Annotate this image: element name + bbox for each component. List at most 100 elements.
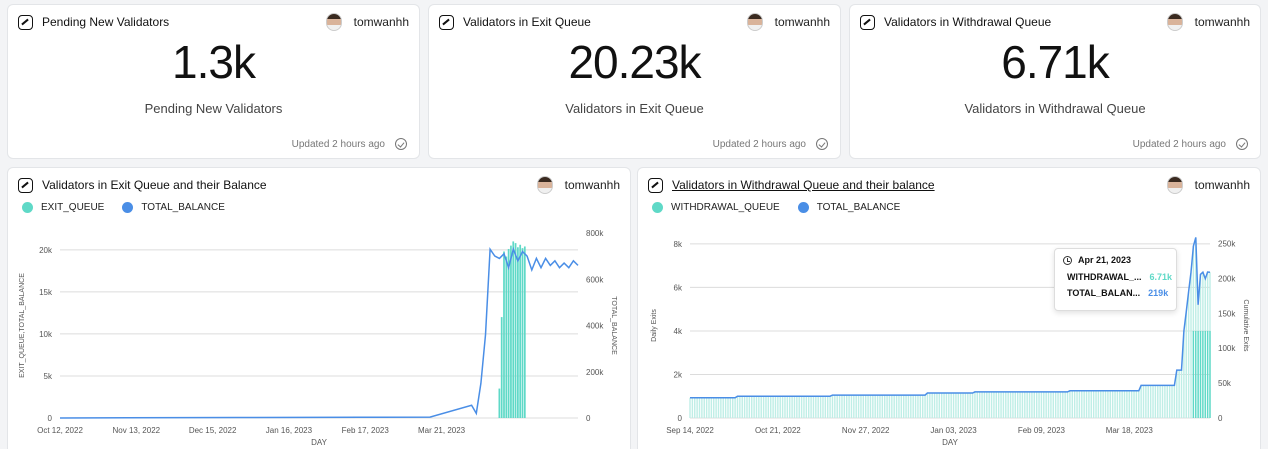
y2-tick-label: 200k bbox=[1218, 274, 1236, 283]
legend-item-total-balance[interactable]: TOTAL_BALANCE bbox=[797, 202, 901, 213]
card-header: Validators in Withdrawal Queue tomwanhh bbox=[850, 5, 1260, 39]
owner-name[interactable]: tomwanhh bbox=[1194, 15, 1250, 29]
y-tick-label: 4k bbox=[674, 327, 683, 336]
legend-dot bbox=[122, 202, 134, 213]
avatar[interactable] bbox=[1166, 176, 1183, 194]
chart-card-withdrawal-queue: Validators in Withdrawal Queue and their… bbox=[637, 167, 1261, 449]
bar bbox=[895, 395, 898, 418]
bar bbox=[983, 391, 986, 418]
stat-card-pending: Pending New Validators tomwanhh 1.3k Pen… bbox=[7, 4, 420, 159]
card-title[interactable]: Pending New Validators bbox=[42, 15, 170, 29]
x-tick-label: Mar 21, 2023 bbox=[418, 426, 466, 435]
bar bbox=[1176, 370, 1178, 418]
bar bbox=[862, 395, 865, 418]
owner[interactable]: tomwanhh bbox=[1166, 176, 1250, 194]
stat-card-exit-queue: Validators in Exit Queue tomwanhh 20.23k… bbox=[428, 4, 841, 159]
bar bbox=[1133, 390, 1135, 418]
bar bbox=[1142, 385, 1145, 418]
legend-item-total-balance[interactable]: TOTAL_BALANCE bbox=[122, 202, 225, 213]
legend-label[interactable]: TOTAL_BALANCE bbox=[816, 202, 901, 213]
avatar[interactable] bbox=[536, 176, 553, 194]
bar bbox=[521, 248, 524, 418]
legend-label[interactable]: EXIT_QUEUE bbox=[41, 202, 105, 213]
owner[interactable]: tomwanhh bbox=[1166, 13, 1250, 31]
bar bbox=[1123, 390, 1126, 418]
bar bbox=[1081, 390, 1083, 418]
bar bbox=[1014, 391, 1017, 418]
y2-tick-label: 600k bbox=[586, 275, 604, 284]
bar bbox=[1195, 237, 1197, 418]
card-title[interactable]: Validators in Exit Queue bbox=[463, 15, 591, 29]
bar bbox=[855, 395, 857, 418]
y2-tick-label: 0 bbox=[586, 414, 591, 423]
bar bbox=[786, 396, 789, 418]
bar bbox=[1035, 391, 1038, 418]
x-tick-label: Nov 27, 2022 bbox=[842, 426, 890, 435]
bar bbox=[978, 391, 981, 418]
bar bbox=[1168, 385, 1171, 418]
owner-name[interactable]: tomwanhh bbox=[564, 178, 620, 192]
card-title[interactable]: Validators in Withdrawal Queue bbox=[884, 15, 1052, 29]
bar bbox=[822, 396, 824, 418]
bar bbox=[864, 395, 867, 418]
bar bbox=[874, 395, 876, 418]
avatar[interactable] bbox=[746, 13, 763, 31]
bar bbox=[1171, 385, 1173, 418]
y-axis-label: Daily Exits bbox=[651, 309, 658, 342]
bar bbox=[708, 397, 710, 418]
owner[interactable]: tomwanhh bbox=[746, 13, 830, 31]
bar bbox=[774, 396, 777, 418]
avatar[interactable] bbox=[325, 13, 342, 31]
legend-label[interactable]: WITHDRAWAL_QUEUE bbox=[671, 202, 780, 213]
bar bbox=[694, 397, 696, 418]
bar bbox=[1119, 390, 1121, 418]
card-title[interactable]: Validators in Exit Queue and their Balan… bbox=[42, 178, 267, 192]
bar bbox=[724, 397, 727, 418]
bar bbox=[1038, 391, 1040, 418]
bar bbox=[1078, 390, 1081, 418]
bar bbox=[810, 396, 812, 418]
bar bbox=[1100, 390, 1102, 418]
bar bbox=[689, 397, 691, 418]
card-title-link[interactable]: Validators in Withdrawal Queue and their… bbox=[672, 178, 935, 192]
bar bbox=[981, 391, 983, 418]
y2-tick-label: 200k bbox=[586, 368, 604, 377]
bar bbox=[964, 392, 967, 418]
bar bbox=[517, 247, 519, 418]
owner-name[interactable]: tomwanhh bbox=[1194, 178, 1250, 192]
legend-item-exit-queue[interactable]: EXIT_QUEUE bbox=[22, 202, 104, 213]
owner-name[interactable]: tomwanhh bbox=[774, 15, 830, 29]
owner[interactable]: tomwanhh bbox=[325, 13, 409, 31]
bar bbox=[507, 248, 510, 418]
bar bbox=[872, 395, 874, 418]
bar bbox=[924, 395, 926, 418]
bar bbox=[969, 392, 971, 418]
bar bbox=[765, 396, 767, 418]
bar bbox=[758, 396, 760, 418]
legend-label[interactable]: TOTAL_BALANCE bbox=[141, 202, 225, 213]
legend-item-withdrawal-queue[interactable]: WITHDRAWAL_QUEUE bbox=[652, 202, 780, 213]
bar bbox=[962, 392, 964, 418]
bar bbox=[793, 396, 796, 418]
bar bbox=[936, 392, 938, 418]
avatar[interactable] bbox=[1166, 13, 1183, 31]
bar bbox=[746, 396, 748, 418]
dune-logo-icon bbox=[18, 14, 33, 30]
y-tick-label: 20k bbox=[39, 246, 53, 255]
bar bbox=[713, 397, 715, 418]
x-tick-label: Feb 09, 2023 bbox=[1018, 426, 1066, 435]
owner-name[interactable]: tomwanhh bbox=[353, 15, 409, 29]
bar bbox=[1111, 390, 1114, 418]
bar bbox=[1047, 391, 1050, 418]
bar bbox=[827, 396, 829, 418]
bar bbox=[519, 244, 522, 418]
counter-label: Validators in Exit Queue bbox=[565, 101, 704, 116]
bar bbox=[926, 392, 929, 418]
bar bbox=[512, 241, 515, 418]
bar bbox=[1161, 385, 1164, 418]
card-header: Pending New Validators tomwanhh bbox=[8, 5, 419, 39]
owner[interactable]: tomwanhh bbox=[536, 176, 620, 194]
exit-queue-chart[interactable]: 0 5k 10k 15k 20k 0 200k 400k 600k 800k Oct 12, 202… bbox=[8, 168, 631, 449]
bar bbox=[829, 396, 831, 418]
bar bbox=[701, 397, 703, 418]
